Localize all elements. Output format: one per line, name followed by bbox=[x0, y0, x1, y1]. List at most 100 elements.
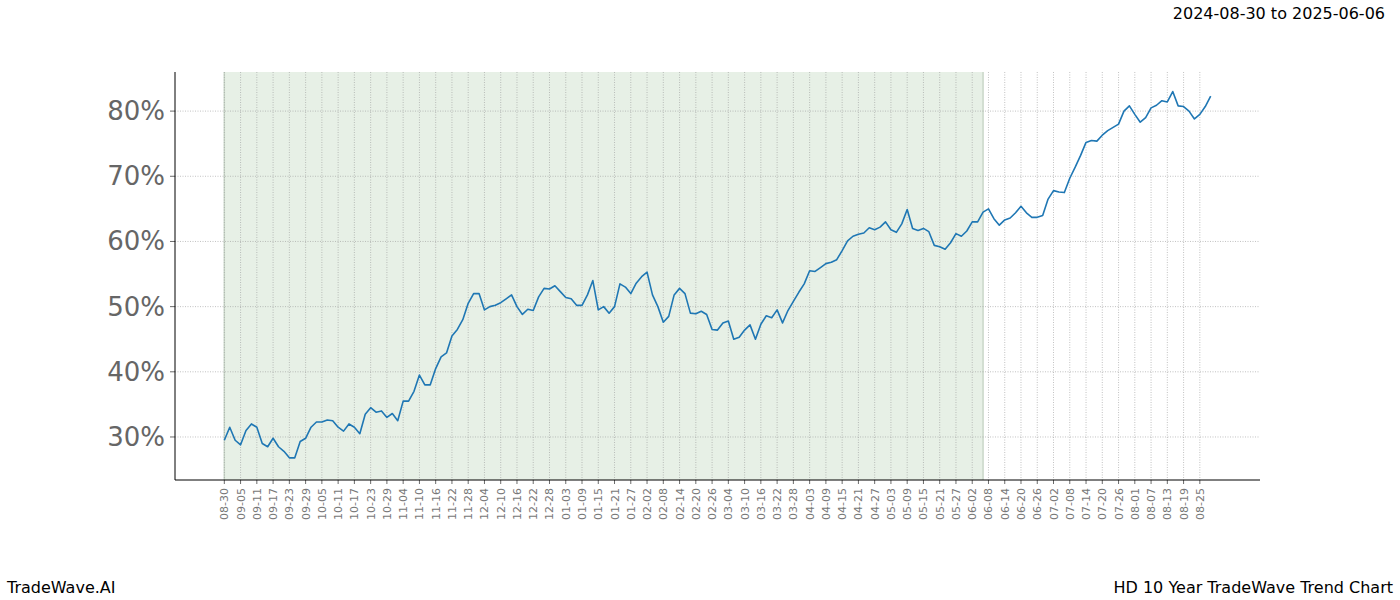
x-tick-label: 02-14 bbox=[674, 488, 687, 520]
x-tick-label: 08-01 bbox=[1129, 488, 1142, 520]
x-grid-line bbox=[273, 72, 274, 480]
x-tick-label: 01-03 bbox=[560, 488, 573, 520]
x-grid-line bbox=[256, 72, 257, 480]
x-tick bbox=[939, 480, 940, 484]
x-tick-label: 08-13 bbox=[1161, 488, 1174, 520]
x-tick bbox=[1134, 480, 1135, 484]
x-grid-line bbox=[289, 72, 290, 480]
x-grid-line bbox=[744, 72, 745, 480]
x-grid-line bbox=[451, 72, 452, 480]
x-tick bbox=[890, 480, 891, 484]
x-grid-line bbox=[354, 72, 355, 480]
x-grid-line bbox=[338, 72, 339, 480]
x-tick bbox=[695, 480, 696, 484]
x-tick-label: 02-26 bbox=[706, 488, 719, 520]
x-grid-line bbox=[972, 72, 973, 480]
y-grid-line bbox=[175, 306, 1260, 307]
x-tick-label: 01-09 bbox=[576, 488, 589, 520]
x-tick-label: 05-27 bbox=[950, 488, 963, 520]
x-tick bbox=[809, 480, 810, 484]
x-tick bbox=[1086, 480, 1087, 484]
x-tick-label: 04-09 bbox=[820, 488, 833, 520]
x-tick bbox=[647, 480, 648, 484]
x-tick-label: 06-26 bbox=[1031, 488, 1044, 520]
y-tick bbox=[170, 111, 175, 112]
x-tick-label: 09-17 bbox=[267, 488, 280, 520]
x-tick-label: 07-20 bbox=[1096, 488, 1109, 520]
x-grid-line bbox=[663, 72, 664, 480]
subtitle: 2024-08-30 to 2025-06-06 bbox=[1173, 4, 1385, 23]
x-tick bbox=[321, 480, 322, 484]
x-tick bbox=[484, 480, 485, 484]
x-grid-line bbox=[305, 72, 306, 480]
x-tick-label: 06-14 bbox=[999, 488, 1012, 520]
x-grid-line bbox=[630, 72, 631, 480]
x-grid-line bbox=[403, 72, 404, 480]
x-tick bbox=[760, 480, 761, 484]
x-tick-label: 01-27 bbox=[625, 488, 638, 520]
x-tick bbox=[712, 480, 713, 484]
x-tick bbox=[516, 480, 517, 484]
x-grid-line bbox=[809, 72, 810, 480]
x-tick-label: 10-05 bbox=[316, 488, 329, 520]
x-tick bbox=[305, 480, 306, 484]
x-tick-label: 09-23 bbox=[283, 488, 296, 520]
x-tick-label: 08-19 bbox=[1178, 488, 1191, 520]
x-grid-line bbox=[874, 72, 875, 480]
x-grid-line bbox=[1151, 72, 1152, 480]
y-tick-label: 60% bbox=[107, 226, 165, 256]
x-grid-line bbox=[435, 72, 436, 480]
x-tick-label: 06-02 bbox=[966, 488, 979, 520]
x-tick bbox=[1199, 480, 1200, 484]
x-grid-line bbox=[793, 72, 794, 480]
x-tick-label: 05-09 bbox=[901, 488, 914, 520]
x-tick bbox=[907, 480, 908, 484]
x-grid-line bbox=[1037, 72, 1038, 480]
x-tick-label: 12-22 bbox=[527, 488, 540, 520]
x-tick-label: 08-07 bbox=[1145, 488, 1158, 520]
x-tick bbox=[825, 480, 826, 484]
x-tick-label: 10-29 bbox=[381, 488, 394, 520]
x-tick-label: 08-25 bbox=[1194, 488, 1207, 520]
x-tick-label: 07-14 bbox=[1080, 488, 1093, 520]
x-grid-line bbox=[516, 72, 517, 480]
x-grid-line bbox=[1020, 72, 1021, 480]
x-tick bbox=[955, 480, 956, 484]
annotation: TradeWave.AI bbox=[6, 578, 115, 597]
x-grid-line bbox=[1118, 72, 1119, 480]
y-grid-line bbox=[175, 111, 1260, 112]
x-grid-line bbox=[468, 72, 469, 480]
x-grid-line bbox=[858, 72, 859, 480]
x-tick bbox=[273, 480, 274, 484]
x-tick-label: 03-04 bbox=[722, 488, 735, 520]
x-tick-label: 07-02 bbox=[1048, 488, 1061, 520]
trend-line bbox=[224, 92, 1210, 458]
x-tick-label: 01-21 bbox=[609, 488, 622, 520]
x-tick bbox=[256, 480, 257, 484]
x-tick-label: 07-26 bbox=[1113, 488, 1126, 520]
x-grid-line bbox=[907, 72, 908, 480]
x-tick bbox=[988, 480, 989, 484]
x-grid-line bbox=[386, 72, 387, 480]
x-grid-line bbox=[825, 72, 826, 480]
x-tick-label: 11-16 bbox=[430, 488, 443, 520]
x-tick bbox=[874, 480, 875, 484]
x-grid-line bbox=[500, 72, 501, 480]
background bbox=[0, 0, 1400, 600]
x-grid-line bbox=[419, 72, 420, 480]
x-grid-line bbox=[712, 72, 713, 480]
x-tick-label: 12-16 bbox=[511, 488, 524, 520]
y-grid-line bbox=[175, 436, 1260, 437]
x-tick bbox=[1167, 480, 1168, 484]
x-grid-line bbox=[1069, 72, 1070, 480]
x-tick bbox=[289, 480, 290, 484]
x-tick-label: 02-20 bbox=[690, 488, 703, 520]
x-tick bbox=[451, 480, 452, 484]
y-tick-label: 30% bbox=[107, 422, 165, 452]
x-tick bbox=[403, 480, 404, 484]
x-grid-line bbox=[1102, 72, 1103, 480]
x-tick bbox=[1053, 480, 1054, 484]
shaded-range bbox=[224, 72, 983, 480]
x-tick-label: 10-17 bbox=[348, 488, 361, 520]
x-tick-label: 03-10 bbox=[739, 488, 752, 520]
